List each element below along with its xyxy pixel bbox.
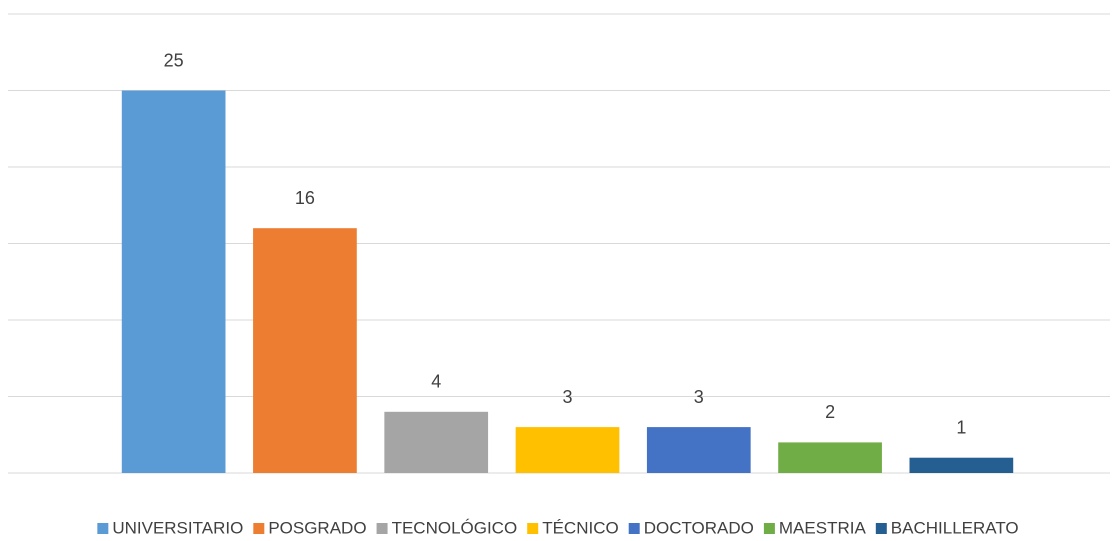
legend-swatch [376, 523, 388, 534]
value-label: 4 [431, 372, 441, 392]
value-label: 2 [825, 402, 835, 422]
value-label: 16 [295, 188, 315, 208]
bar [909, 457, 1014, 473]
legend-swatch [97, 523, 109, 534]
value-label: 25 [164, 50, 184, 70]
legend-swatch [253, 523, 265, 534]
legend-label: UNIVERSITARIO [112, 518, 243, 537]
value-label: 1 [956, 417, 966, 437]
value-label: 3 [694, 387, 704, 407]
bar [778, 442, 882, 473]
legend-label: TECNOLÓGICO [392, 518, 518, 537]
legend-swatch [875, 523, 887, 534]
legend-label: DOCTORADO [644, 518, 754, 537]
bar [384, 411, 489, 473]
legend-swatch [763, 523, 775, 534]
legend-label: BACHILLERATO [891, 518, 1019, 537]
bar [646, 427, 751, 473]
legend-swatch [527, 523, 539, 534]
legend-swatch [628, 523, 640, 534]
bar [253, 228, 357, 473]
legend-label: TÉCNICO [542, 518, 619, 537]
legend-label: MAESTRIA [779, 518, 867, 537]
bar [515, 427, 620, 473]
legend-label: POSGRADO [268, 518, 366, 537]
value-label: 3 [562, 387, 572, 407]
bar [121, 90, 226, 473]
